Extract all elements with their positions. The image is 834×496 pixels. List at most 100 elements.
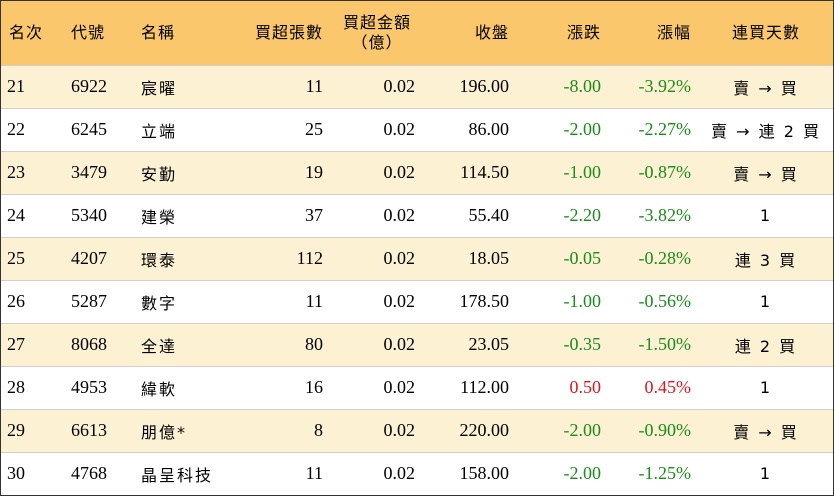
cell-rank: 28 xyxy=(7,377,25,397)
cell-streak: 1 xyxy=(759,378,773,397)
cell-rank: 25 xyxy=(7,248,25,268)
header-amount: 買超金額 （億） xyxy=(331,1,423,65)
cell-rank: 30 xyxy=(7,463,25,484)
cell-amount: 0.02 xyxy=(383,205,416,225)
cell-change: -2.20 xyxy=(563,205,602,225)
cell-close: 196.00 xyxy=(459,76,510,96)
cell-change-pct: -0.56% xyxy=(638,291,692,311)
cell-name: 宸曜 xyxy=(141,78,178,98)
cell-rank: 22 xyxy=(7,119,25,139)
cell-code: 8068 xyxy=(71,334,107,354)
cell-rank: 21 xyxy=(7,76,25,96)
cell-net-lots: 11 xyxy=(305,291,323,311)
cell-name: 建榮 xyxy=(141,207,178,227)
header-change-pct: 漲幅 xyxy=(656,22,691,42)
cell-name: 立端 xyxy=(141,121,178,141)
cell-change: -1.00 xyxy=(563,291,602,311)
cell-rank: 23 xyxy=(7,162,25,182)
cell-amount: 0.02 xyxy=(383,291,416,311)
cell-close: 220.00 xyxy=(459,420,510,440)
cell-change-pct: -0.28% xyxy=(638,248,692,268)
cell-amount: 0.02 xyxy=(383,248,416,268)
cell-change-pct: 0.45% xyxy=(644,377,692,397)
header-change: 漲跌 xyxy=(566,22,601,42)
table-row: 24 5340 建榮 37 0.02 55.40 -2.20 -3.82% 1 xyxy=(1,194,833,237)
cell-change: -1.00 xyxy=(563,162,602,182)
cell-amount: 0.02 xyxy=(383,377,416,397)
cell-change-pct: -0.87% xyxy=(638,162,692,182)
cell-amount: 0.02 xyxy=(383,420,416,440)
cell-net-lots: 8 xyxy=(314,420,323,440)
cell-code: 4768 xyxy=(71,463,107,484)
cell-change-pct: -2.27% xyxy=(638,119,692,139)
cell-net-lots: 37 xyxy=(305,205,323,225)
cell-code: 3479 xyxy=(71,162,107,182)
cell-change: -2.00 xyxy=(563,119,602,139)
cell-change: -0.35 xyxy=(563,334,602,354)
header-code: 代號 xyxy=(71,22,106,42)
cell-rank: 24 xyxy=(7,205,25,225)
cell-name: 晶呈科技 xyxy=(141,465,214,485)
cell-code: 5340 xyxy=(71,205,107,225)
cell-streak: 1 xyxy=(759,206,773,225)
cell-net-lots: 19 xyxy=(305,162,323,182)
table-row: 22 6245 立端 25 0.02 86.00 -2.00 -2.27% 賣 … xyxy=(1,108,833,151)
cell-change-pct: -1.50% xyxy=(638,334,692,354)
cell-close: 86.00 xyxy=(468,119,510,139)
cell-net-lots: 112 xyxy=(296,248,323,268)
header-rank: 名次 xyxy=(9,22,44,42)
cell-amount: 0.02 xyxy=(383,119,416,139)
cell-amount: 0.02 xyxy=(383,76,416,96)
cell-streak: 1 xyxy=(759,464,773,484)
cell-close: 178.50 xyxy=(459,291,510,311)
cell-close: 23.05 xyxy=(468,334,510,354)
table-row: 25 4207 環泰 112 0.02 18.05 -0.05 -0.28% 連… xyxy=(1,237,833,280)
header-name: 名稱 xyxy=(141,22,176,42)
table-row: 28 4953 緯軟 16 0.02 112.00 0.50 0.45% 1 xyxy=(1,366,833,409)
cell-streak: 賣 → 買 xyxy=(733,422,799,442)
cell-change-pct: -1.25% xyxy=(638,463,692,484)
cell-code: 6922 xyxy=(71,76,107,96)
table-row: 30 4768 晶呈科技 11 0.02 158.00 -2.00 -1.25%… xyxy=(1,452,833,495)
table-row: 27 8068 全達 80 0.02 23.05 -0.35 -1.50% 連 … xyxy=(1,323,833,366)
cell-change: -8.00 xyxy=(563,76,602,96)
header-amount-line1: 買超金額 xyxy=(342,12,411,32)
cell-rank: 27 xyxy=(7,334,25,354)
cell-change: -0.05 xyxy=(563,248,602,268)
cell-rank: 26 xyxy=(7,291,25,311)
cell-net-lots: 25 xyxy=(305,119,323,139)
cell-close: 114.50 xyxy=(460,162,509,182)
cell-code: 6613 xyxy=(71,420,107,440)
cell-net-lots: 11 xyxy=(305,463,323,484)
cell-close: 158.00 xyxy=(459,463,510,484)
cell-code: 4207 xyxy=(71,248,107,268)
cell-change-pct: -3.82% xyxy=(638,205,692,225)
table-body: 21 6922 宸曜 11 0.02 196.00 -8.00 -3.92% 賣… xyxy=(1,65,833,495)
table-header-row: 名次 代號 名稱 買超張數 買超金額 （億） 收盤 漲跌 漲幅 連買天數 xyxy=(1,1,833,65)
cell-name: 緯軟 xyxy=(141,379,178,399)
header-streak: 連買天數 xyxy=(731,22,800,42)
cell-net-lots: 11 xyxy=(305,76,323,96)
cell-net-lots: 80 xyxy=(305,334,323,354)
cell-change: -2.00 xyxy=(563,463,602,484)
cell-code: 5287 xyxy=(71,291,107,311)
cell-close: 18.05 xyxy=(468,248,510,268)
table-row: 21 6922 宸曜 11 0.02 196.00 -8.00 -3.92% 賣… xyxy=(1,65,833,108)
cell-streak: 1 xyxy=(759,292,773,311)
cell-amount: 0.02 xyxy=(383,334,416,354)
cell-change: 0.50 xyxy=(569,377,602,397)
table-row: 26 5287 數字 11 0.02 178.50 -1.00 -0.56% 1 xyxy=(1,280,833,323)
cell-streak: 賣 → 連 2 買 xyxy=(711,121,821,141)
cell-change-pct: -0.90% xyxy=(638,420,692,440)
cell-close: 112.00 xyxy=(460,377,509,397)
table-row: 23 3479 安勤 19 0.02 114.50 -1.00 -0.87% 賣… xyxy=(1,151,833,194)
cell-name: 環泰 xyxy=(141,250,178,270)
cell-change: -2.00 xyxy=(563,420,602,440)
table-row: 29 6613 朋億* 8 0.02 220.00 -2.00 -0.90% 賣… xyxy=(1,409,833,452)
cell-streak: 連 3 買 xyxy=(734,250,798,270)
header-net-lots: 買超張數 xyxy=(254,22,323,42)
cell-amount: 0.02 xyxy=(383,463,416,484)
cell-name: 數字 xyxy=(141,293,178,313)
